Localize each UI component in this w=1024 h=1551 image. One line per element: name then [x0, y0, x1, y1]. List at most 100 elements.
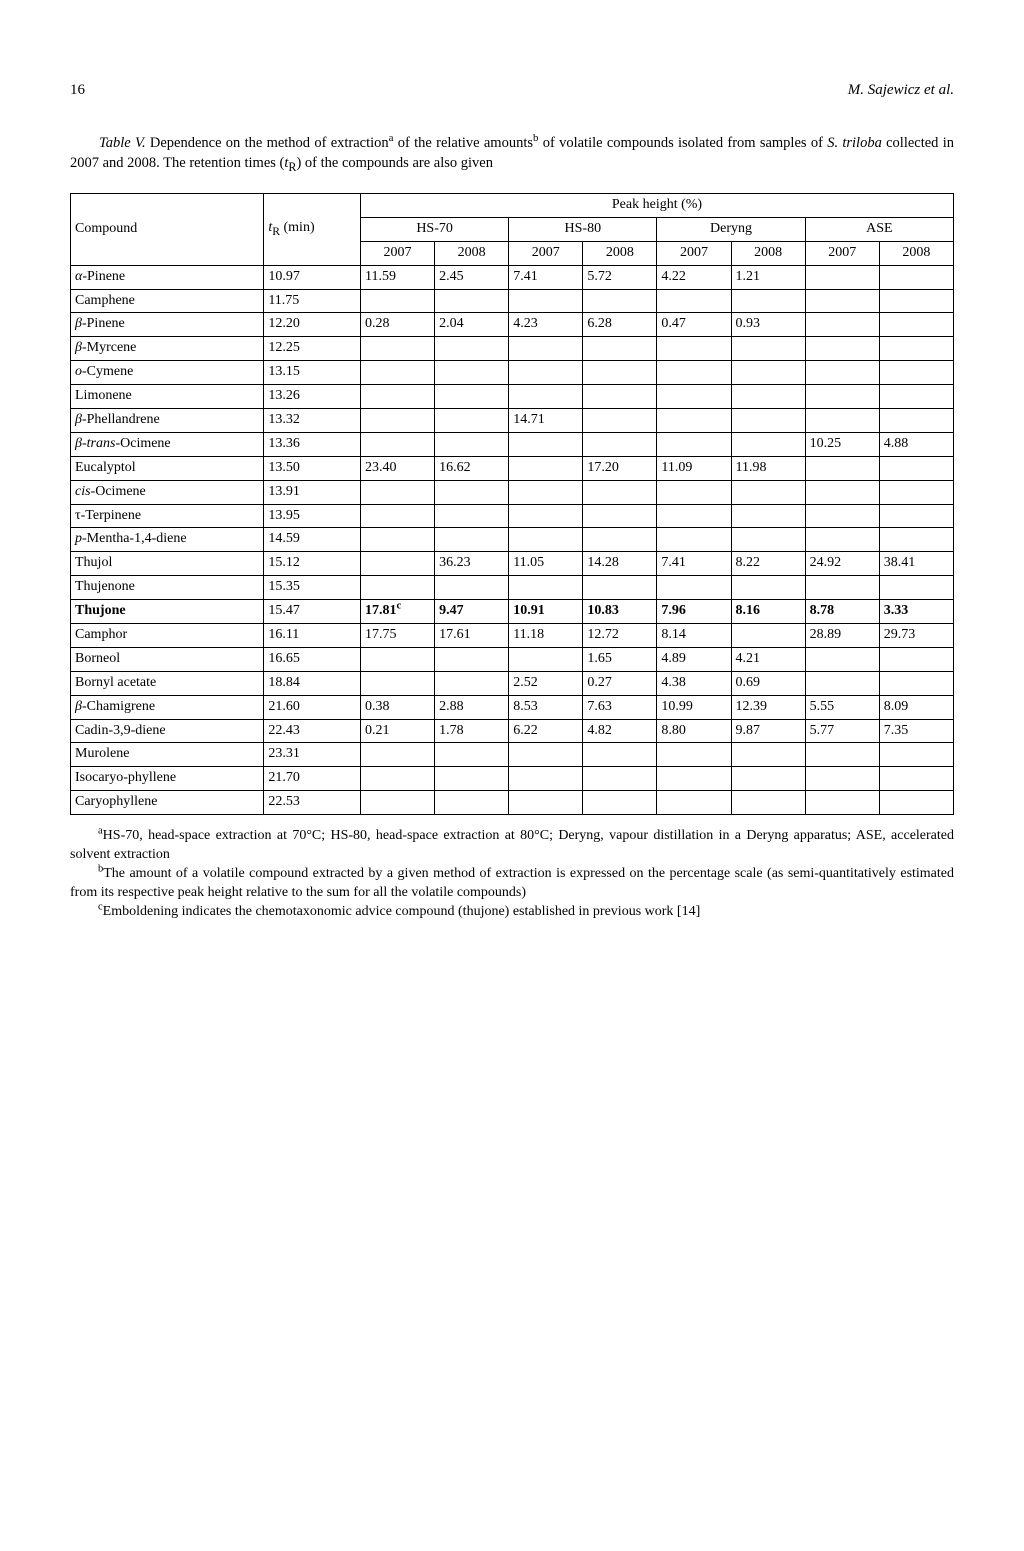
- value-cell: [879, 456, 953, 480]
- value-cell: [583, 385, 657, 409]
- table-caption: Table V. Dependence on the method of ext…: [70, 134, 954, 175]
- value-cell: [509, 337, 583, 361]
- value-cell: 11.18: [509, 624, 583, 648]
- value-cell: [360, 289, 434, 313]
- data-table: Compound tR (min) Peak height (%) HS-70H…: [70, 193, 954, 815]
- tr-cell: 13.50: [264, 456, 361, 480]
- value-cell: [805, 528, 879, 552]
- value-cell: [360, 432, 434, 456]
- value-cell: [879, 337, 953, 361]
- value-cell: [731, 791, 805, 815]
- table-row: α-Pinene10.9711.592.457.415.724.221.21: [71, 265, 954, 289]
- value-cell: 8.22: [731, 552, 805, 576]
- tr-cell: 15.47: [264, 600, 361, 624]
- table-body: α-Pinene10.9711.592.457.415.724.221.21Ca…: [71, 265, 954, 814]
- compound-cell: β-Phellandrene: [71, 409, 264, 433]
- compound-cell: Murolene: [71, 743, 264, 767]
- value-cell: [657, 528, 731, 552]
- value-cell: [805, 767, 879, 791]
- compound-cell: β-Chamigrene: [71, 695, 264, 719]
- value-cell: 1.65: [583, 647, 657, 671]
- tr-cell: 12.25: [264, 337, 361, 361]
- table-row: Camphene11.75: [71, 289, 954, 313]
- value-cell: [731, 361, 805, 385]
- value-cell: [509, 480, 583, 504]
- value-cell: [805, 576, 879, 600]
- value-cell: 11.09: [657, 456, 731, 480]
- running-head: M. Sajewicz et al.: [848, 80, 954, 100]
- value-cell: [657, 409, 731, 433]
- tr-cell: 13.36: [264, 432, 361, 456]
- tr-cell: 13.91: [264, 480, 361, 504]
- value-cell: [435, 767, 509, 791]
- table-row: Isocaryo-phyllene21.70: [71, 767, 954, 791]
- value-cell: [805, 480, 879, 504]
- value-cell: [731, 528, 805, 552]
- value-cell: [805, 409, 879, 433]
- value-cell: [583, 480, 657, 504]
- compound-cell: Thujol: [71, 552, 264, 576]
- caption-text-a: Dependence on the method of extraction: [146, 135, 389, 151]
- value-cell: [509, 767, 583, 791]
- col-header-year: 2007: [657, 241, 731, 265]
- value-cell: [805, 791, 879, 815]
- table-row: p-Mentha-1,4-diene14.59: [71, 528, 954, 552]
- tr-cell: 10.97: [264, 265, 361, 289]
- value-cell: [435, 385, 509, 409]
- table-row: Borneol16.651.654.894.21: [71, 647, 954, 671]
- table-row: o-Cymene13.15: [71, 361, 954, 385]
- value-cell: 10.91: [509, 600, 583, 624]
- value-cell: [360, 504, 434, 528]
- tr-cell: 18.84: [264, 671, 361, 695]
- value-cell: [731, 337, 805, 361]
- value-cell: [435, 432, 509, 456]
- value-cell: [879, 289, 953, 313]
- value-cell: [360, 528, 434, 552]
- compound-cell: Bornyl acetate: [71, 671, 264, 695]
- col-header-year: 2008: [879, 241, 953, 265]
- value-cell: 3.33: [879, 600, 953, 624]
- value-cell: 12.72: [583, 624, 657, 648]
- tr-cell: 13.32: [264, 409, 361, 433]
- col-header-year: 2008: [435, 241, 509, 265]
- table-head: Compound tR (min) Peak height (%) HS-70H…: [71, 194, 954, 266]
- value-cell: [435, 504, 509, 528]
- value-cell: [805, 743, 879, 767]
- value-cell: 2.88: [435, 695, 509, 719]
- value-cell: 17.61: [435, 624, 509, 648]
- value-cell: [657, 337, 731, 361]
- compound-cell: α-Pinene: [71, 265, 264, 289]
- value-cell: [879, 313, 953, 337]
- col-header-peak: Peak height (%): [360, 194, 953, 218]
- value-cell: 11.98: [731, 456, 805, 480]
- footnote-c: cEmboldening indicates the chemotaxonomi…: [70, 903, 954, 922]
- col-header-method: HS-70: [360, 217, 508, 241]
- tr-cell: 23.31: [264, 743, 361, 767]
- value-cell: [879, 528, 953, 552]
- compound-cell: β-Myrcene: [71, 337, 264, 361]
- table-row: β-Chamigrene21.600.382.888.537.6310.9912…: [71, 695, 954, 719]
- value-cell: 36.23: [435, 552, 509, 576]
- value-cell: 17.20: [583, 456, 657, 480]
- tr-cell: 16.11: [264, 624, 361, 648]
- value-cell: [879, 576, 953, 600]
- table-row: τ-Terpinene13.95: [71, 504, 954, 528]
- value-cell: [657, 576, 731, 600]
- value-cell: [805, 313, 879, 337]
- table-row: Thujone15.4717.81c9.4710.9110.837.968.16…: [71, 600, 954, 624]
- value-cell: [805, 337, 879, 361]
- value-cell: 7.41: [509, 265, 583, 289]
- value-cell: 14.71: [509, 409, 583, 433]
- page-number: 16: [70, 80, 85, 100]
- value-cell: 0.27: [583, 671, 657, 695]
- value-cell: [360, 671, 434, 695]
- value-cell: [583, 767, 657, 791]
- value-cell: [731, 409, 805, 433]
- value-cell: [509, 361, 583, 385]
- value-cell: [435, 480, 509, 504]
- value-cell: 14.28: [583, 552, 657, 576]
- value-cell: [509, 791, 583, 815]
- value-cell: [360, 361, 434, 385]
- compound-cell: Camphene: [71, 289, 264, 313]
- compound-cell: o-Cymene: [71, 361, 264, 385]
